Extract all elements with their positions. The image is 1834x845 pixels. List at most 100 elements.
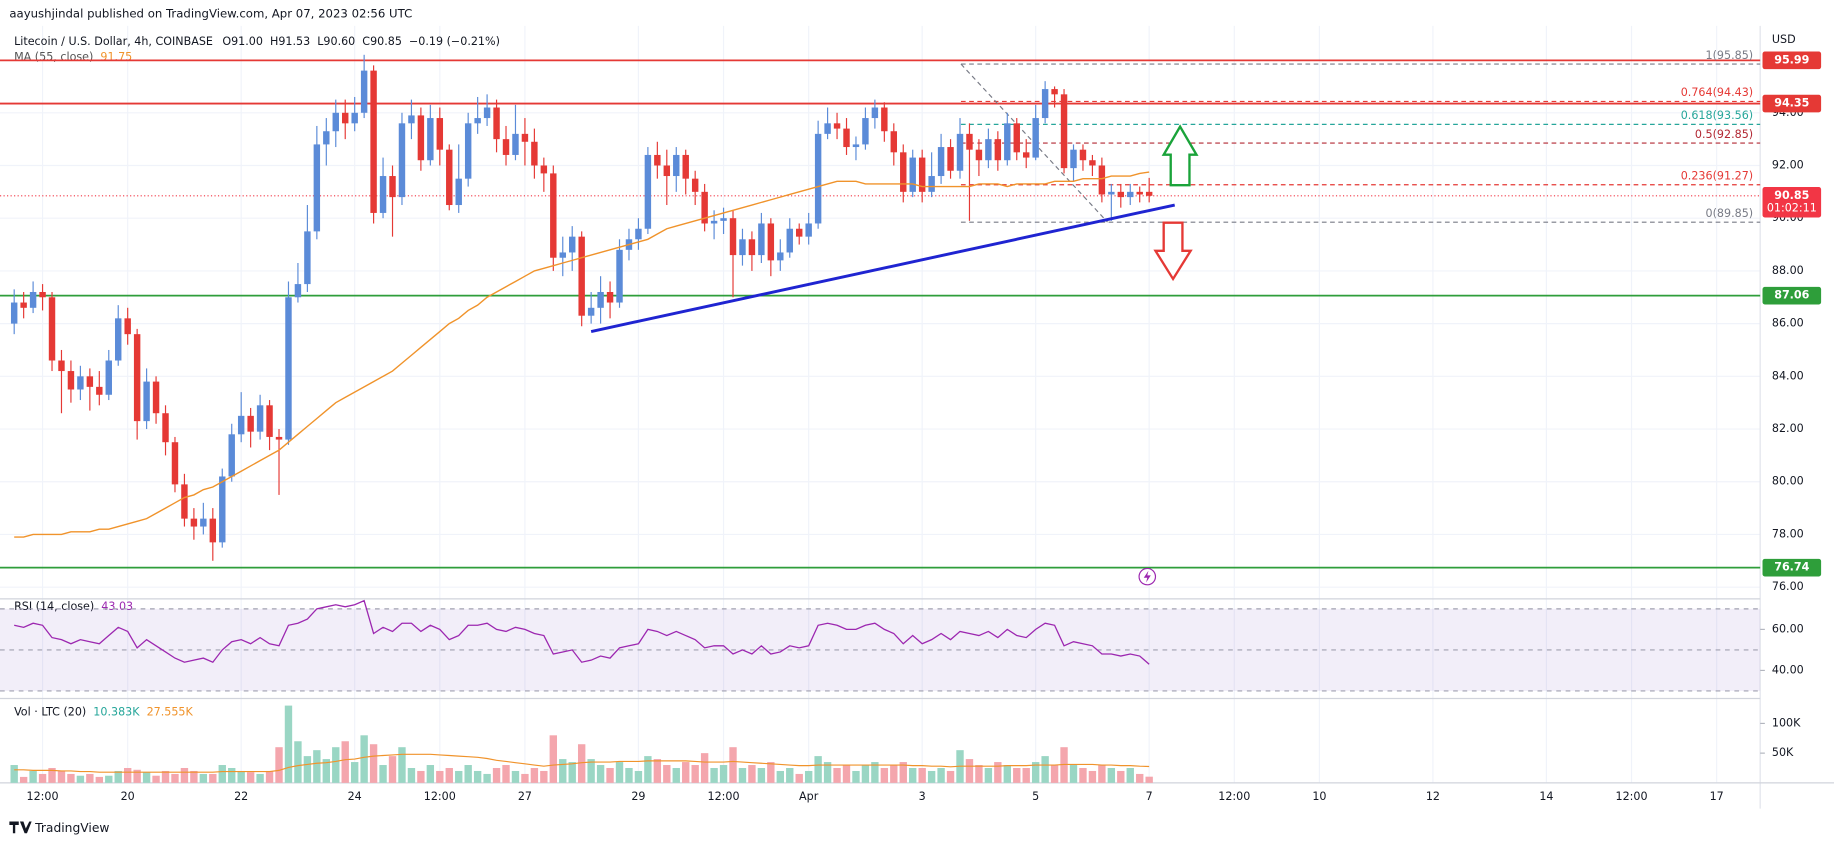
x-tick-label: 29 [631,790,645,803]
x-tick-label: 3 [919,790,926,803]
candle-body [408,115,415,124]
candle-body [833,123,841,129]
volume-bar [786,767,794,783]
volume-bar [332,747,340,783]
candle-body [20,302,27,308]
volume-bar [199,773,208,783]
volume-bar [625,767,633,783]
change: −0.19 (−0.21%) [409,35,500,48]
candle-body [370,70,377,213]
countdown-label: 01:02:11 [1767,202,1817,215]
volume-bar [19,776,28,783]
candle-body [748,239,756,256]
volume-bar [1117,770,1125,783]
candle-body [1145,191,1153,196]
candle-body [569,236,576,253]
volume-bar [180,767,189,783]
ohlc-low: L90.60 [317,35,355,48]
candle-body [644,154,652,229]
candle-body [947,147,954,171]
x-tick-label: 5 [1032,790,1039,803]
candle-body [1032,118,1039,158]
fib-label: 0.618(93.56) [1681,109,1753,122]
y-tick-label: 60.00 [1772,622,1804,635]
volume-bar [890,765,898,783]
volume-bar [445,767,453,783]
fib-label: 0.236(91.27) [1681,170,1753,183]
candle-body [294,284,302,298]
candle-body [512,133,519,155]
candle-body [200,518,207,527]
volume-bar [256,773,264,783]
volume-bar [1003,765,1011,783]
candle-body [739,239,746,256]
candle-body [10,302,18,324]
x-tick-label: 7 [1146,790,1153,803]
volume-bar [804,770,813,783]
volume-bar [937,767,945,783]
volume-bar [426,765,435,783]
volume-bar [559,759,567,783]
candle-body [1022,152,1030,158]
candle-body [275,436,283,440]
candle-body [219,476,226,543]
rsi-title: RSI (14, close) [14,600,94,613]
y-tick-label: 40.00 [1772,663,1804,676]
volume-bar [142,772,151,783]
volume-bar [994,762,1002,783]
candle-body [379,176,387,213]
volume-bar [350,762,359,783]
candle-body [550,173,557,258]
candle-body [455,178,462,206]
volume-bar [29,770,37,783]
rsi-last: 43.03 [101,600,133,613]
down-arrow [1153,221,1193,282]
volume-bar [86,773,94,783]
candle-body [909,157,916,192]
x-tick-label: 27 [518,790,532,803]
candle-body [531,141,538,166]
candle-body [162,413,169,443]
volume-bar [511,770,520,783]
candle-body [814,133,822,224]
fib-label: 1(95.85) [1706,49,1754,62]
y-tick-label: 88.00 [1772,264,1804,277]
volume-bar [540,770,548,783]
candle-body [1060,94,1068,169]
candle-body [342,112,349,124]
volume-bar [171,773,179,783]
last-price-box [1762,187,1822,218]
volume-bar [95,776,103,783]
volume-bar [1050,765,1059,783]
candle-body [862,118,869,145]
y-tick-label: 76.00 [1772,580,1804,593]
x-tick-label: 12:00 [27,790,59,803]
volume-bar [596,765,605,783]
volume-bar [615,762,624,783]
volume-bar [388,756,397,783]
volume-bar [48,767,56,783]
volume-bar [757,767,766,783]
volume-bar [871,762,879,783]
volume-bar [577,744,586,783]
volume-bar [899,762,907,783]
vol-title: Vol · LTC (20) [14,706,86,719]
volume-bar [407,767,416,783]
candle-body [729,218,737,256]
volume-bar [1145,776,1153,783]
candle-body [890,131,898,153]
volume-bar [228,767,236,783]
candle-body [427,118,434,161]
candle-body [720,218,727,221]
candle-body [143,381,150,422]
x-tick-label: 12:00 [1218,790,1250,803]
candle-body [313,144,321,232]
candle-body [228,434,235,477]
volume-bar [814,756,822,783]
volume-bar [76,775,85,783]
y-tick-label: 92.00 [1772,158,1804,171]
volume-bar [965,759,974,783]
candle-body [1041,89,1049,119]
y-tick-label: 100K [1772,716,1801,729]
